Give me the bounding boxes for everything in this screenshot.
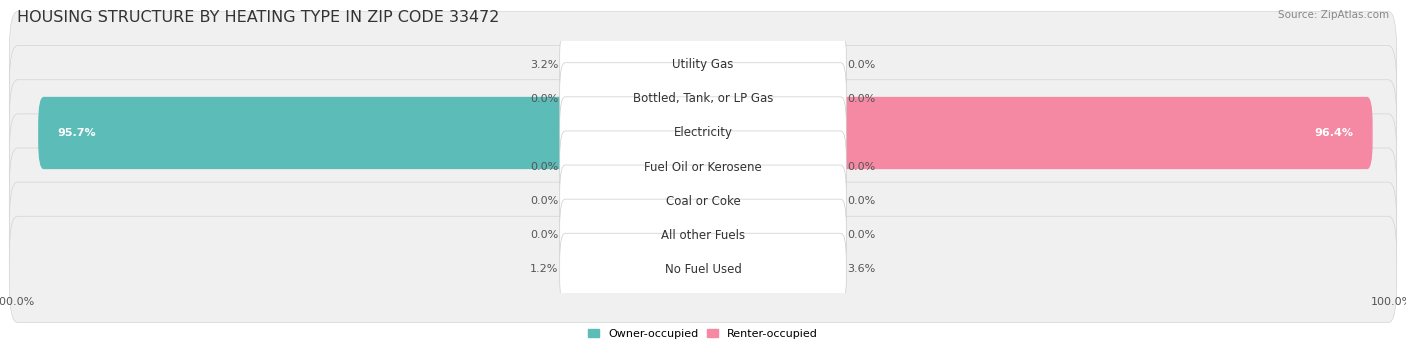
FancyBboxPatch shape — [697, 165, 756, 237]
FancyBboxPatch shape — [650, 131, 709, 203]
Text: Source: ZipAtlas.com: Source: ZipAtlas.com — [1278, 10, 1389, 20]
Text: Fuel Oil or Kerosene: Fuel Oil or Kerosene — [644, 161, 762, 174]
FancyBboxPatch shape — [560, 63, 846, 135]
Text: 0.0%: 0.0% — [530, 196, 558, 206]
Legend: Owner-occupied, Renter-occupied: Owner-occupied, Renter-occupied — [583, 324, 823, 341]
FancyBboxPatch shape — [650, 199, 709, 271]
FancyBboxPatch shape — [38, 97, 709, 169]
Text: 96.4%: 96.4% — [1315, 128, 1354, 138]
Text: 0.0%: 0.0% — [530, 94, 558, 104]
FancyBboxPatch shape — [697, 233, 756, 306]
Text: 0.0%: 0.0% — [848, 162, 876, 172]
Text: 0.0%: 0.0% — [848, 196, 876, 206]
FancyBboxPatch shape — [560, 29, 846, 101]
Text: Bottled, Tank, or LP Gas: Bottled, Tank, or LP Gas — [633, 92, 773, 105]
FancyBboxPatch shape — [560, 97, 846, 169]
FancyBboxPatch shape — [10, 12, 1396, 118]
Text: 0.0%: 0.0% — [848, 94, 876, 104]
Text: 3.6%: 3.6% — [848, 264, 876, 275]
FancyBboxPatch shape — [650, 29, 709, 101]
Text: 3.2%: 3.2% — [530, 60, 558, 70]
FancyBboxPatch shape — [10, 216, 1396, 323]
Text: 95.7%: 95.7% — [58, 128, 96, 138]
Text: Electricity: Electricity — [673, 127, 733, 139]
FancyBboxPatch shape — [650, 165, 709, 237]
FancyBboxPatch shape — [650, 233, 709, 306]
FancyBboxPatch shape — [560, 165, 846, 237]
FancyBboxPatch shape — [697, 97, 1372, 169]
Text: 0.0%: 0.0% — [848, 230, 876, 240]
FancyBboxPatch shape — [10, 148, 1396, 254]
Text: 0.0%: 0.0% — [530, 162, 558, 172]
FancyBboxPatch shape — [560, 233, 846, 306]
FancyBboxPatch shape — [697, 131, 756, 203]
FancyBboxPatch shape — [697, 63, 756, 135]
Text: 0.0%: 0.0% — [530, 230, 558, 240]
FancyBboxPatch shape — [560, 199, 846, 271]
FancyBboxPatch shape — [10, 80, 1396, 186]
FancyBboxPatch shape — [650, 63, 709, 135]
FancyBboxPatch shape — [10, 46, 1396, 152]
FancyBboxPatch shape — [10, 182, 1396, 288]
Text: HOUSING STRUCTURE BY HEATING TYPE IN ZIP CODE 33472: HOUSING STRUCTURE BY HEATING TYPE IN ZIP… — [17, 10, 499, 25]
FancyBboxPatch shape — [560, 131, 846, 203]
Text: Utility Gas: Utility Gas — [672, 58, 734, 71]
FancyBboxPatch shape — [697, 199, 756, 271]
FancyBboxPatch shape — [10, 114, 1396, 220]
Text: Coal or Coke: Coal or Coke — [665, 195, 741, 208]
Text: All other Fuels: All other Fuels — [661, 229, 745, 242]
Text: 0.0%: 0.0% — [848, 60, 876, 70]
Text: 1.2%: 1.2% — [530, 264, 558, 275]
FancyBboxPatch shape — [697, 29, 756, 101]
Text: No Fuel Used: No Fuel Used — [665, 263, 741, 276]
